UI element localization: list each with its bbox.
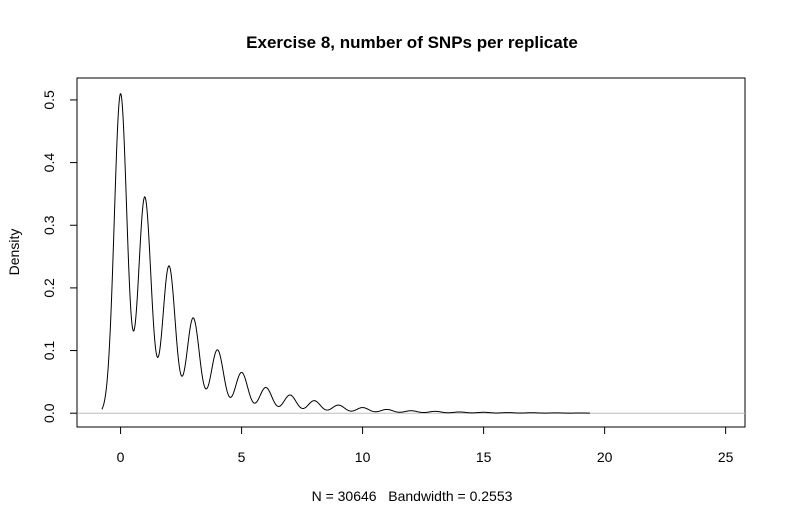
- y-tick-label: 0.3: [41, 215, 57, 235]
- y-tick-label: 0.1: [41, 341, 57, 361]
- x-tick-label: 15: [476, 449, 492, 465]
- y-axis-label: Density: [6, 229, 22, 276]
- x-axis-label: N = 30646 Bandwidth = 0.2553: [312, 488, 513, 504]
- y-tick-label: 0.4: [41, 153, 57, 173]
- plot-frame: [76, 77, 746, 428]
- x-axis: 0 5 10 15 20 25: [117, 426, 734, 465]
- x-tick-label: 0: [117, 449, 125, 465]
- x-tick-label: 10: [355, 449, 371, 465]
- y-tick-label: 0.5: [41, 90, 57, 110]
- chart-title: Exercise 8, number of SNPs per replicate: [246, 33, 578, 52]
- x-tick-label: 20: [597, 449, 613, 465]
- y-tick-label: 0.2: [41, 278, 57, 298]
- x-tick-label: 5: [238, 449, 246, 465]
- y-tick-label: 0.0: [41, 403, 57, 423]
- y-axis: 0.0 0.1 0.2 0.3 0.4 0.5: [41, 90, 78, 423]
- x-tick-label: 25: [718, 449, 734, 465]
- density-curve: [101, 93, 590, 414]
